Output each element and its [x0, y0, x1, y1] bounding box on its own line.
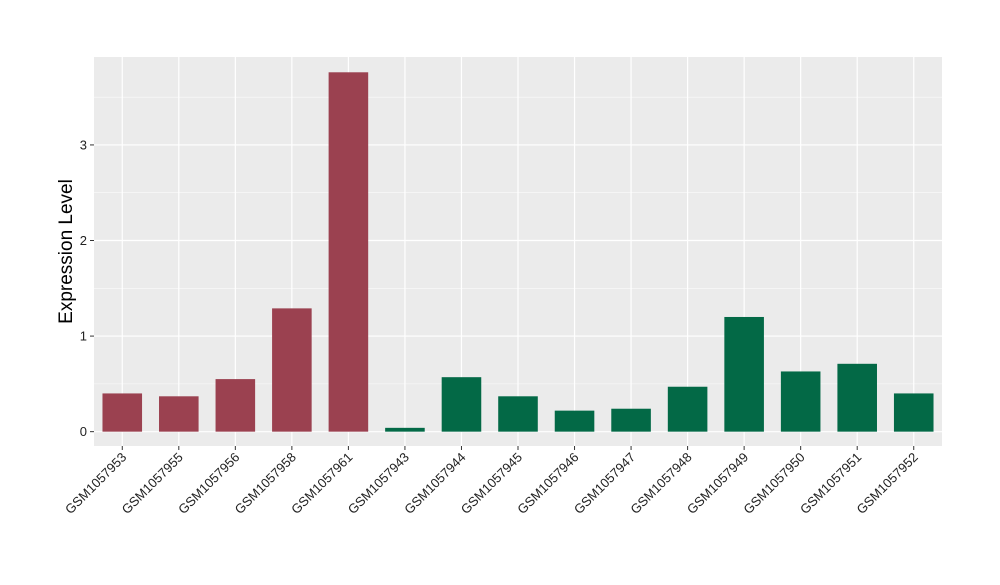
bar-GSM1057946 — [554, 410, 595, 432]
y-tick-label: 0 — [80, 424, 87, 439]
y-axis: 0 1 2 3 — [80, 137, 94, 439]
bar-GSM1057944 — [441, 377, 482, 432]
y-tick-label: 3 — [80, 137, 87, 152]
bar-GSM1057958 — [272, 308, 312, 432]
bar-GSM1057945 — [498, 396, 538, 432]
bar-GSM1057943 — [385, 427, 425, 432]
bar-GSM1057949 — [724, 316, 764, 432]
bar-GSM1057956 — [215, 379, 256, 432]
bar-GSM1057948 — [667, 386, 708, 432]
bar-GSM1057952 — [893, 393, 934, 432]
y-tick-label: 2 — [80, 233, 87, 248]
bar-GSM1057950 — [780, 371, 821, 432]
bar-GSM1057955 — [159, 396, 199, 432]
bar-GSM1057947 — [611, 408, 651, 432]
y-tick-label: 1 — [80, 329, 87, 344]
y-axis-label: Expression Level — [56, 179, 77, 324]
bar-GSM1057961 — [328, 72, 369, 432]
bar-GSM1057953 — [102, 393, 143, 432]
bars — [102, 72, 934, 432]
bar-GSM1057951 — [837, 363, 877, 432]
x-axis: GSM1057953GSM1057955GSM1057956GSM1057958… — [62, 446, 921, 517]
